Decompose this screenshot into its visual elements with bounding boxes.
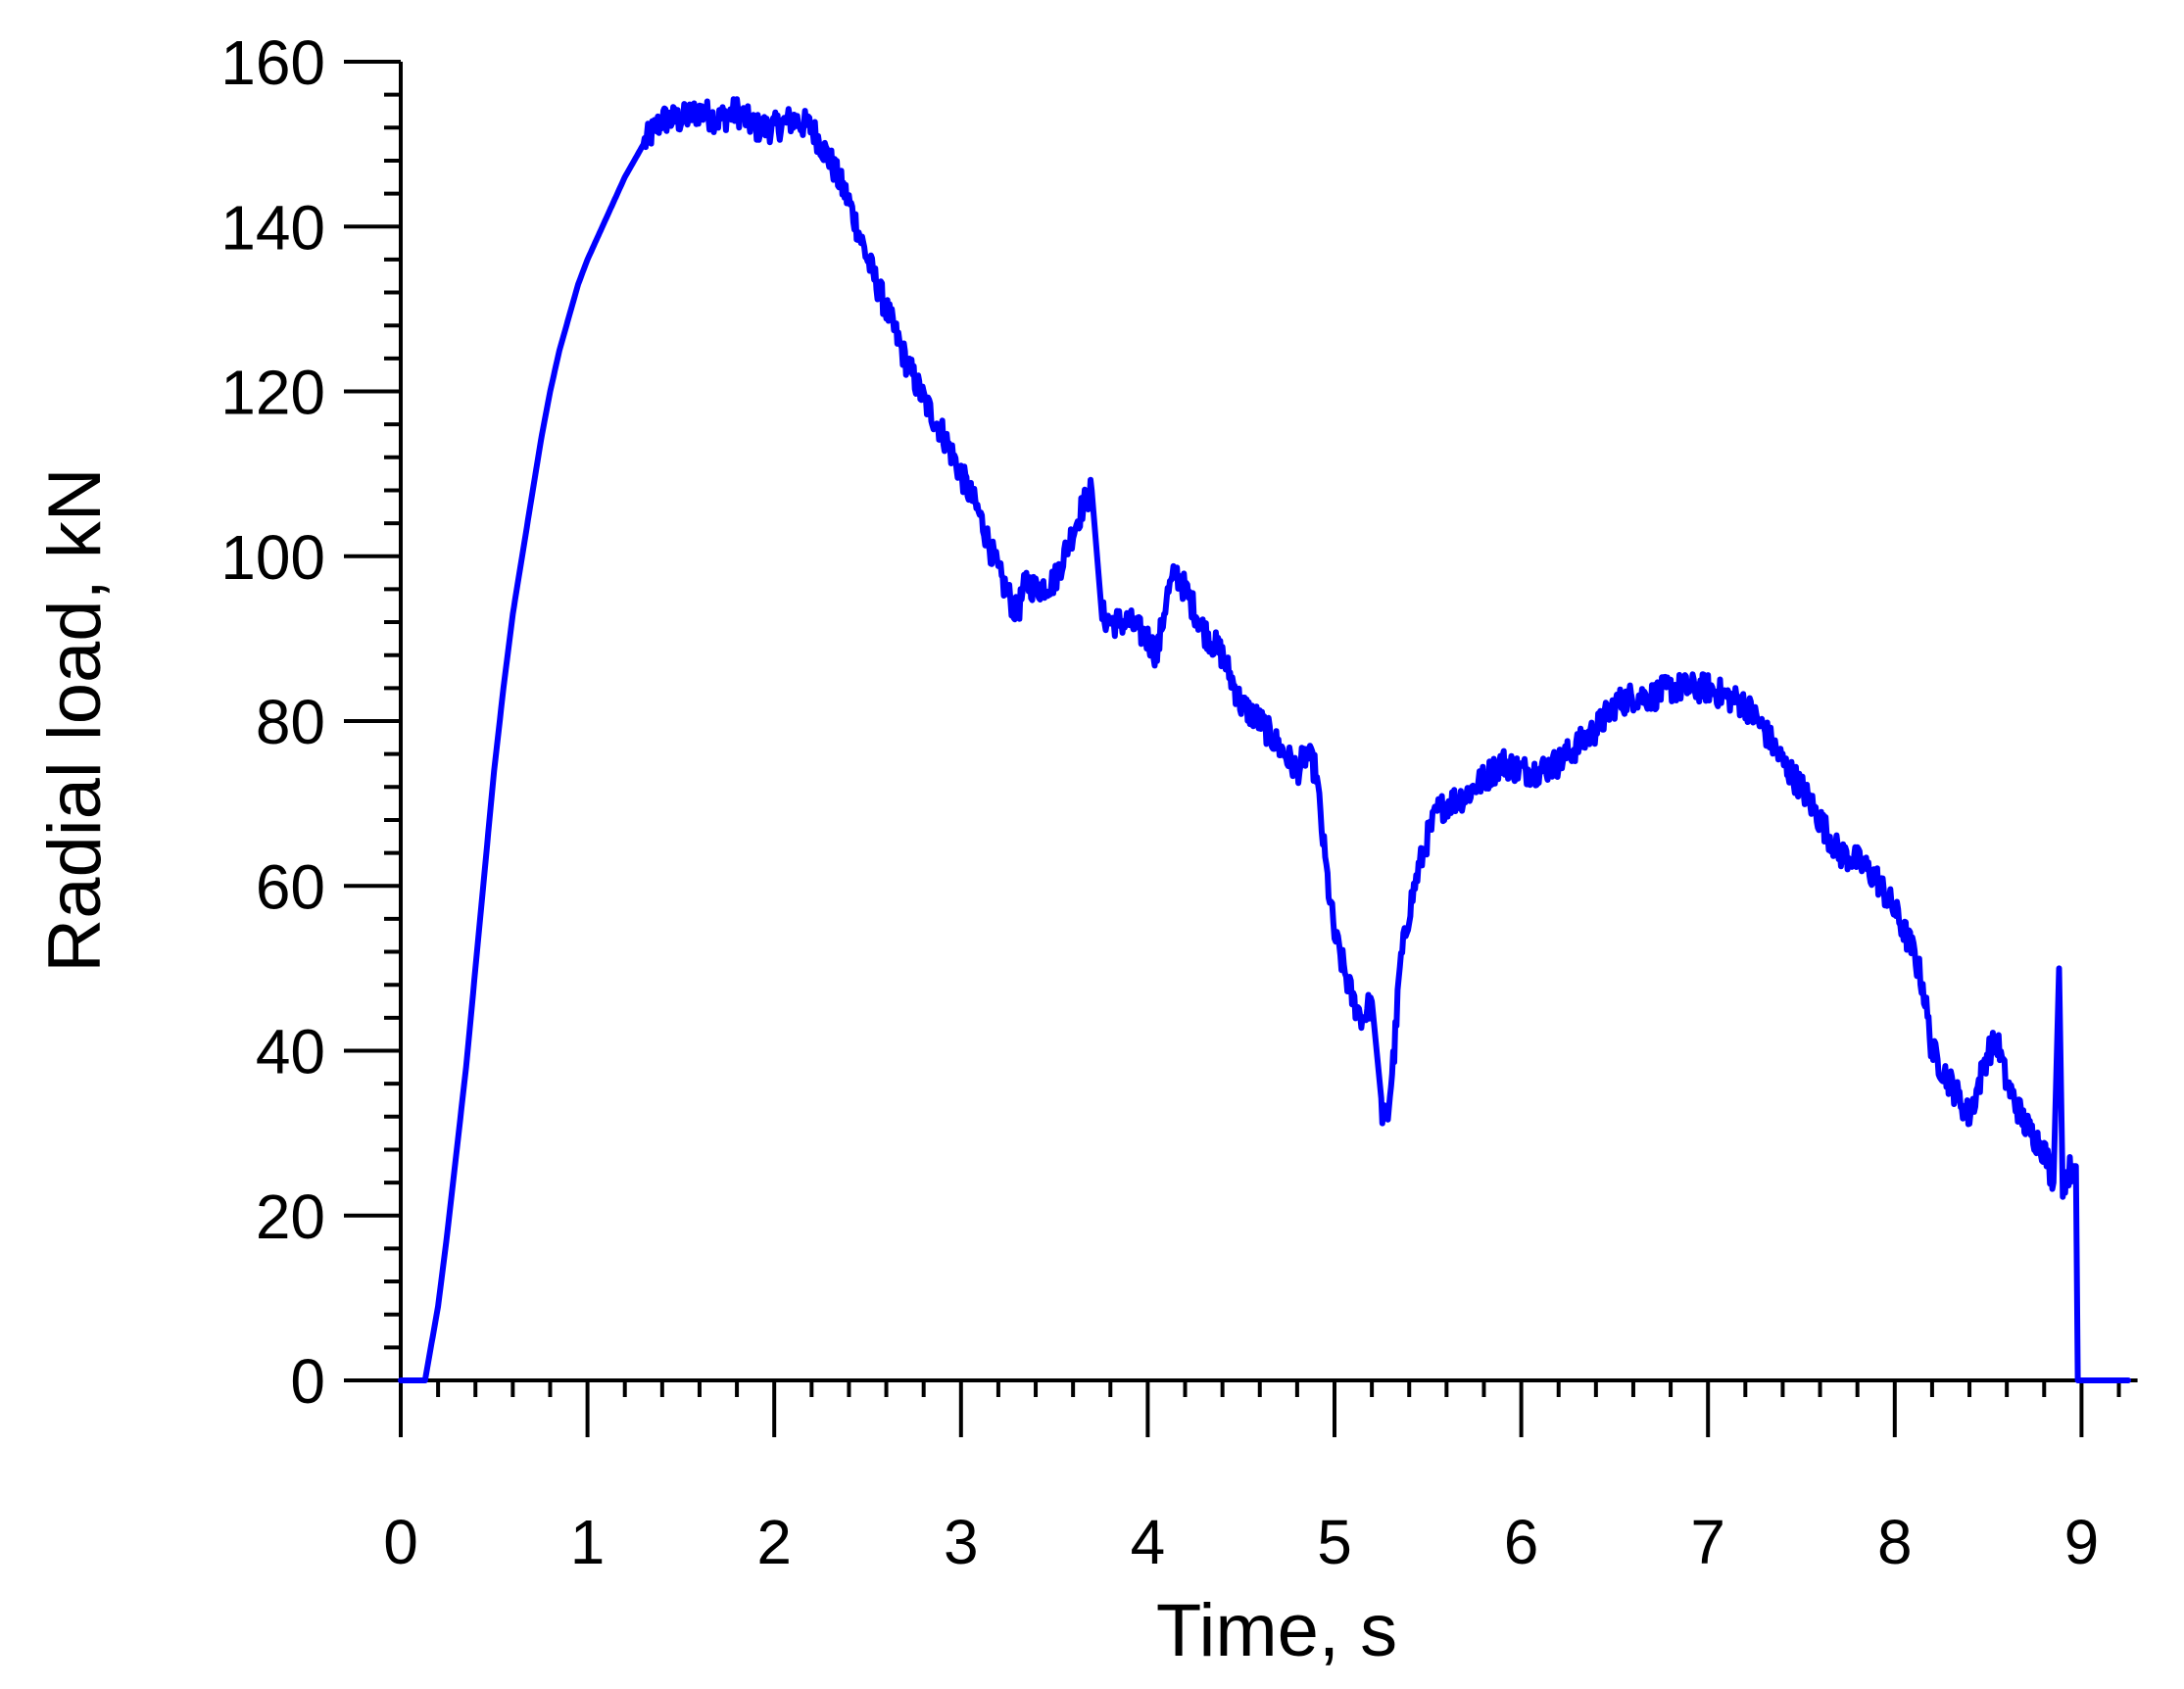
x-tick-label: 9 [2064, 1507, 2100, 1577]
y-tick-label: 60 [256, 851, 325, 922]
x-tick-label: 2 [756, 1507, 792, 1577]
x-tick-labels: 0 1 2 3 4 5 6 7 8 9 [383, 1507, 2099, 1577]
y-tick-labels: 0 20 40 60 80 100 120 140 160 [220, 27, 325, 1417]
y-tick-label: 100 [220, 522, 325, 593]
y-tick-label: 40 [256, 1017, 325, 1087]
series-group [398, 96, 2132, 1383]
x-axis-title: Time, s [1156, 1589, 1397, 1672]
y-axis-title: Radial load, kN [33, 467, 117, 972]
x-tick-label: 1 [570, 1507, 606, 1577]
x-tick-label: 4 [1131, 1507, 1166, 1577]
x-tick-label: 5 [1317, 1507, 1352, 1577]
y-tick-label: 0 [290, 1346, 325, 1417]
y-tick-label: 160 [220, 27, 325, 98]
y-tick-label: 140 [220, 192, 325, 263]
series-line [398, 96, 2132, 1383]
x-tick-label: 6 [1504, 1507, 1539, 1577]
x-tick-label: 3 [944, 1507, 979, 1577]
y-tick-label: 80 [256, 687, 325, 757]
minor-ticks [384, 92, 2121, 1397]
major-ticks [344, 60, 2084, 1437]
x-tick-label: 7 [1690, 1507, 1725, 1577]
y-tick-label: 20 [256, 1182, 325, 1252]
x-tick-label: 8 [1877, 1507, 1913, 1577]
x-tick-label: 0 [383, 1507, 418, 1577]
y-tick-label: 120 [220, 358, 325, 428]
